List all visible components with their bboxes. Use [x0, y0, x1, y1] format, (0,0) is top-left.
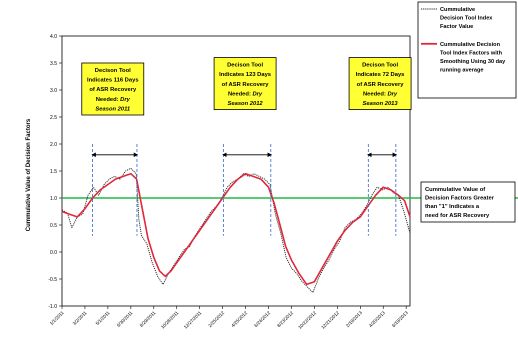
annotation-box: [420, 181, 516, 223]
legend-label: Cummulative: [440, 7, 475, 13]
callout-text: Needed: Dry: [363, 91, 398, 97]
annotation-text: Cummulative Value of: [425, 187, 485, 193]
series-line-raw: [61, 167, 411, 293]
callout-text: Season 2013: [363, 101, 399, 107]
callout-text: Decison Tool: [95, 68, 131, 74]
callout-text: Decison Tool: [362, 63, 398, 69]
callout-text: of ASR Recovery: [357, 82, 405, 88]
legend-label: Tool Index Factors with: [440, 50, 503, 56]
callout-text: Needed: Dry: [96, 97, 131, 103]
y-tick-label: 4.0: [50, 34, 57, 40]
callout-text: Indicates 116 Days: [87, 78, 139, 84]
annotation-text: than "1" Indicates a: [425, 204, 480, 210]
callout-text: Indicates 72 Days: [356, 72, 405, 78]
legend-label: Decision Tool Index: [440, 16, 493, 22]
y-tick-label: 3.0: [50, 88, 57, 94]
y-tick-label: 2.5: [50, 115, 57, 121]
annotation-text: Decision Factors Greater: [425, 196, 495, 202]
callout-text: of ASR Recovery: [222, 82, 270, 88]
callout-text: Season 2012: [228, 101, 264, 107]
y-tick-label: 0.5: [50, 223, 57, 229]
y-tick-label: 1.5: [50, 169, 57, 175]
legend-label: Cummulative Decision: [440, 42, 501, 48]
legend-label: running average: [440, 68, 484, 74]
legend-box: [417, 1, 517, 99]
callout-text: Season 2011: [95, 106, 130, 112]
y-axis-label: Cummulative Value of Decision Factors: [26, 118, 32, 231]
y-tick-label: 2.0: [50, 142, 57, 148]
y-tick-label: -1.0: [48, 304, 57, 310]
callout-text: Indicates 123 Days: [219, 72, 271, 78]
series-line-smoothed: [61, 172, 411, 286]
callout-box: [213, 57, 277, 110]
plot-area: 4.03.53.02.52.01.51.00.50.0-0.5-1.01/1/2…: [48, 1, 518, 330]
y-tick-label: -0.5: [48, 277, 57, 283]
y-tick-label: 0.0: [50, 250, 57, 256]
legend-label: Factor Value: [440, 24, 473, 30]
callout-text: Needed: Dry: [228, 91, 263, 97]
callout-text: of ASR Recovery: [89, 87, 137, 93]
callout-box: [81, 62, 145, 116]
annotation-text: need for ASR Recovery: [425, 213, 490, 219]
legend-label: Smoothing Using 30 day: [440, 59, 506, 65]
y-tick-label: 1.0: [50, 196, 57, 202]
callout-text: Decison Tool: [227, 63, 263, 69]
callout-box: [348, 57, 412, 110]
y-tick-label: 3.5: [50, 61, 57, 67]
